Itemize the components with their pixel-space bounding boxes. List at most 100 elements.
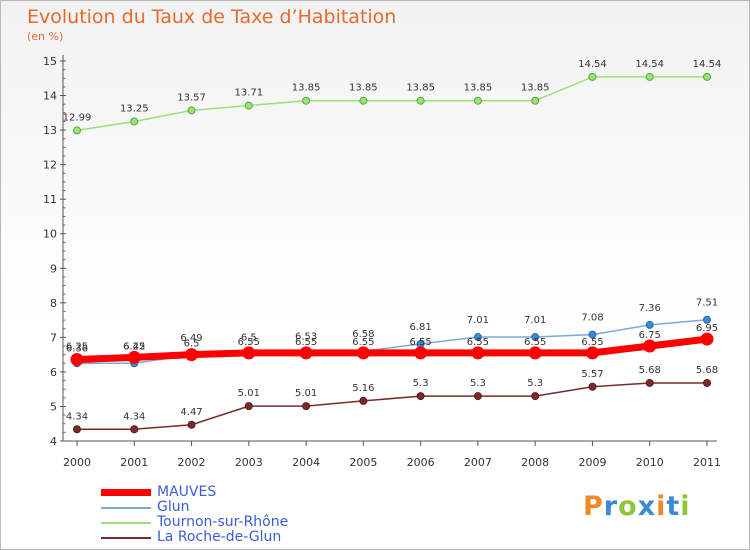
y-tick-label: 13 (43, 124, 57, 137)
data-label-glun: 7.36 (639, 303, 661, 314)
data-label-tournon: 14.54 (578, 59, 607, 70)
y-tick-label: 8 (50, 297, 57, 310)
data-point-tournon (244, 101, 253, 110)
x-tick-label: 2005 (349, 456, 377, 469)
data-point-laroche (645, 378, 654, 387)
data-label-mauves: 6.95 (696, 323, 718, 334)
y-tick-label: 11 (43, 193, 57, 206)
proxiti-logo: Proxiti (583, 491, 691, 522)
data-label-glun: 7.01 (524, 315, 546, 326)
logo-letter: i (680, 491, 691, 522)
data-label-laroche: 4.47 (180, 407, 202, 418)
data-point-mauves (471, 346, 485, 360)
data-label-tournon: 13.71 (234, 88, 263, 99)
data-point-mauves (127, 350, 141, 364)
data-point-laroche (416, 392, 425, 401)
x-tick-label: 2003 (235, 456, 263, 469)
data-label-laroche: 5.16 (352, 383, 374, 394)
data-point-mauves (242, 346, 256, 360)
legend-swatch-mauves (101, 489, 151, 496)
data-point-tournon (359, 96, 368, 105)
y-tick-label: 12 (43, 159, 57, 172)
legend-item-glun: Glun (101, 500, 288, 515)
x-tick-label: 2008 (521, 456, 549, 469)
data-label-glun: 6.5 (241, 333, 257, 344)
data-label-tournon: 13.85 (464, 83, 493, 94)
data-label-glun: 7.01 (467, 315, 489, 326)
legend-swatch-laroche (101, 537, 151, 539)
legend-item-tournon: Tournon-sur-Rhône (101, 515, 288, 530)
data-label-laroche: 5.68 (639, 365, 661, 376)
data-point-tournon (531, 96, 540, 105)
y-tick-label: 4 (50, 435, 57, 448)
data-label-glun: 7.51 (696, 298, 718, 309)
data-label-glun: 6.49 (180, 333, 202, 344)
data-point-laroche (73, 425, 81, 434)
legend-swatch-glun (101, 507, 151, 509)
y-tick-label: 15 (43, 55, 57, 68)
data-label-mauves: 6.5 (184, 339, 200, 350)
data-label-tournon: 12.99 (63, 112, 92, 123)
data-label-mauves: 6.55 (410, 337, 432, 348)
y-tick-label: 7 (50, 331, 57, 344)
series-line-mauves (76, 335, 708, 363)
data-point-tournon (588, 72, 597, 81)
data-label-mauves: 6.55 (524, 337, 546, 348)
data-point-laroche (244, 402, 253, 411)
logo-letter: x (637, 491, 657, 522)
data-label-tournon: 13.85 (521, 83, 550, 94)
x-tick-label: 2001 (120, 456, 148, 469)
data-point-laroche (473, 392, 482, 401)
data-point-laroche (531, 392, 540, 401)
data-label-tournon: 13.85 (349, 83, 378, 94)
logo-letter: r (603, 491, 619, 522)
data-label-mauves: 6.55 (352, 337, 374, 348)
data-label-laroche: 4.34 (123, 411, 145, 422)
series-line-laroche (77, 382, 707, 431)
x-tick-label: 2004 (292, 456, 320, 469)
logo-letter: i (656, 491, 667, 522)
data-label-mauves: 6.55 (295, 337, 317, 348)
y-tick-label: 9 (50, 262, 57, 275)
data-label-tournon: 14.54 (635, 59, 664, 70)
data-point-tournon (703, 72, 711, 81)
data-point-glun (645, 320, 654, 329)
legend-label-glun: Glun (157, 499, 190, 515)
data-label-glun: 6.58 (352, 329, 374, 340)
data-label-tournon: 13.85 (406, 83, 435, 94)
data-point-tournon (187, 106, 196, 115)
data-label-laroche: 5.57 (581, 369, 603, 380)
data-point-tournon (416, 96, 425, 105)
data-point-laroche (302, 402, 311, 411)
data-label-glun: 6.53 (295, 332, 317, 343)
data-point-mauves (528, 346, 542, 360)
data-label-laroche: 5.01 (238, 388, 260, 399)
data-point-laroche (359, 396, 368, 405)
y-tick-label: 10 (43, 228, 57, 241)
data-label-mauves: 6.75 (639, 330, 661, 341)
data-label-laroche: 5.68 (696, 365, 718, 376)
x-tick-label: 2006 (407, 456, 435, 469)
data-label-mauves: 6.55 (467, 337, 489, 348)
data-label-mauves: 6.36 (66, 343, 88, 354)
y-tick-label: 14 (43, 90, 57, 103)
chart-title: Evolution du Taux de Taxe d’Habitation (27, 6, 397, 28)
data-label-glun: 6.25 (66, 341, 88, 352)
data-point-tournon (73, 126, 81, 135)
legend-item-laroche: La Roche-de-Glun (101, 530, 288, 545)
data-label-laroche: 5.3 (527, 378, 543, 389)
data-point-mauves (643, 339, 657, 353)
data-label-glun: 7.08 (581, 313, 603, 324)
data-point-glun (531, 333, 540, 342)
data-label-laroche: 5.3 (413, 378, 429, 389)
logo-letter: t (666, 491, 681, 522)
data-point-mauves (414, 346, 428, 360)
data-label-laroche: 4.34 (66, 411, 88, 422)
data-label-mauves: 6.55 (581, 337, 603, 348)
data-label-laroche: 5.3 (470, 378, 486, 389)
data-point-tournon (645, 72, 654, 81)
logo-letter: o (618, 491, 638, 522)
data-point-tournon (302, 96, 311, 105)
